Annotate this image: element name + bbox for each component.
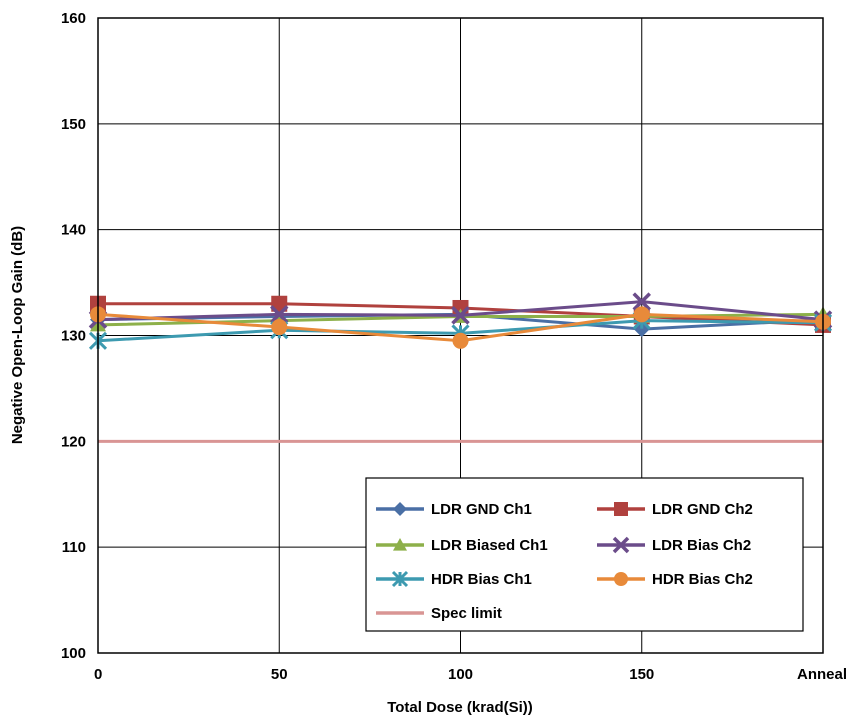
x-marker [451, 306, 470, 325]
x-marker [632, 292, 651, 311]
circle-marker [614, 572, 628, 586]
y-tick-labels: 100 110 120 130 140 150 160 [61, 10, 86, 662]
x-marker-stroke [451, 306, 470, 325]
triangle-marker [393, 538, 407, 551]
x-tick-label: 0 [94, 666, 102, 683]
x-tick-label: 100 [448, 666, 473, 683]
legend-item: LDR Bias Ch2 [597, 536, 751, 554]
diamond-marker [393, 502, 407, 516]
legend-item: Spec limit [376, 605, 502, 622]
legend: LDR GND Ch1 LDR GND Ch2 LDR Biased Ch1 LDR … [365, 477, 804, 632]
x-marker-stroke [270, 305, 289, 324]
y-tick-label: 160 [61, 10, 86, 27]
x-marker [612, 536, 630, 554]
y-tick-label: 120 [61, 433, 86, 450]
y-tick-label: 140 [61, 222, 86, 239]
x-marker-stroke [632, 292, 651, 311]
y-tick-label: 110 [62, 539, 86, 556]
y-axis-title: Negative Open-Loop Gain (dB) [9, 226, 26, 444]
legend-item: HDR Bias Ch1 [376, 570, 532, 588]
plot-border [97, 17, 824, 654]
legend-item: LDR GND Ch1 [376, 501, 532, 518]
y-tick-label: 130 [61, 328, 86, 345]
square-marker [271, 295, 288, 312]
star-marker [391, 570, 409, 588]
circle-marker [633, 306, 650, 323]
y-tick-label: 100 [61, 645, 86, 662]
x-tick-label: 150 [629, 666, 654, 683]
legend-label: Spec limit [431, 605, 502, 622]
legend-label: HDR Bias Ch1 [431, 571, 532, 588]
square-marker [614, 502, 628, 516]
x-tick-label: Anneal [797, 666, 847, 683]
legend-items: LDR GND Ch1 LDR GND Ch2 LDR Biased Ch1 LDR … [376, 501, 753, 622]
x-axis-title: Total Dose (krad(Si)) [387, 699, 533, 716]
x-marker-stroke [612, 536, 630, 554]
legend-item: HDR Bias Ch2 [597, 571, 753, 588]
x-tick-labels: 0 50 100 150 Anneal [94, 666, 847, 683]
circle-marker [271, 319, 288, 336]
legend-item: LDR Biased Ch1 [376, 537, 548, 554]
legend-label: LDR Bias Ch2 [652, 537, 751, 554]
y-tick-label: 150 [61, 116, 86, 133]
legend-label: LDR Biased Ch1 [431, 537, 548, 554]
legend-label: HDR Bias Ch2 [652, 571, 753, 588]
x-tick-label: 50 [271, 666, 288, 683]
legend-label: LDR GND Ch1 [431, 501, 532, 518]
legend-item: LDR GND Ch2 [597, 501, 753, 518]
legend-box [365, 477, 804, 632]
circle-marker [452, 332, 469, 349]
legend-label: LDR GND Ch2 [652, 501, 753, 518]
x-marker [270, 305, 289, 324]
